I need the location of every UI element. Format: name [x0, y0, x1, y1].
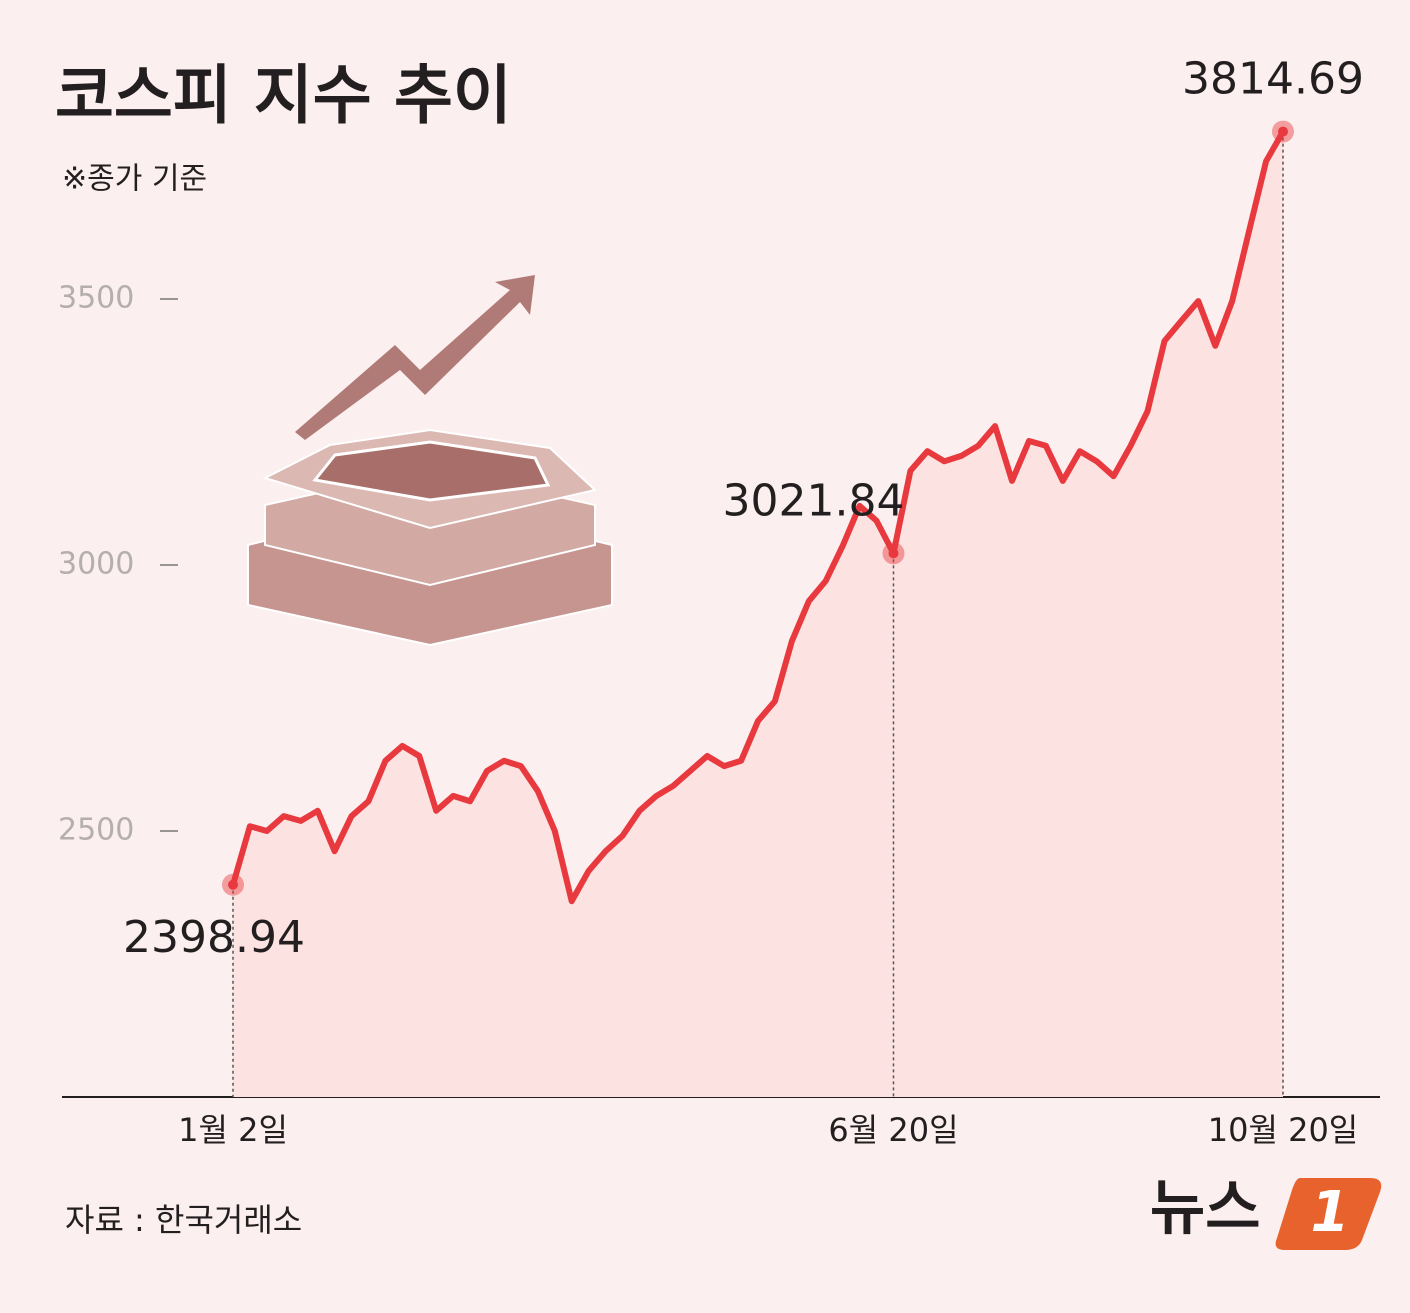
point	[888, 548, 899, 559]
brand-name: 뉴스	[1150, 1174, 1260, 1244]
source-note: 자료 : 한국거래소	[65, 1201, 302, 1239]
value-label: 3814.69	[1182, 54, 1364, 105]
line	[230, 130, 1286, 905]
x-tick-label: 6월 20일	[828, 1111, 958, 1149]
x-tick-label: 10월 20일	[1208, 1111, 1359, 1149]
y-tick-label: 2500	[58, 813, 134, 848]
brand-badge	[1275, 1178, 1382, 1250]
value-label: 2398.94	[123, 912, 305, 963]
illustration	[247, 275, 613, 647]
chart-subtitle: ※종가 기준	[62, 162, 207, 197]
y-tick-label: 3000	[58, 547, 134, 582]
point	[1278, 126, 1288, 137]
y-tick-label: 3500	[58, 281, 134, 316]
area	[233, 131, 1283, 1098]
brand-mark: 1	[1311, 1180, 1350, 1245]
x-tick-label: 1월 2일	[178, 1111, 288, 1149]
point	[228, 879, 238, 890]
value-label: 3021.84	[723, 475, 905, 526]
chart-title: 코스피 지수 추이	[55, 60, 512, 134]
